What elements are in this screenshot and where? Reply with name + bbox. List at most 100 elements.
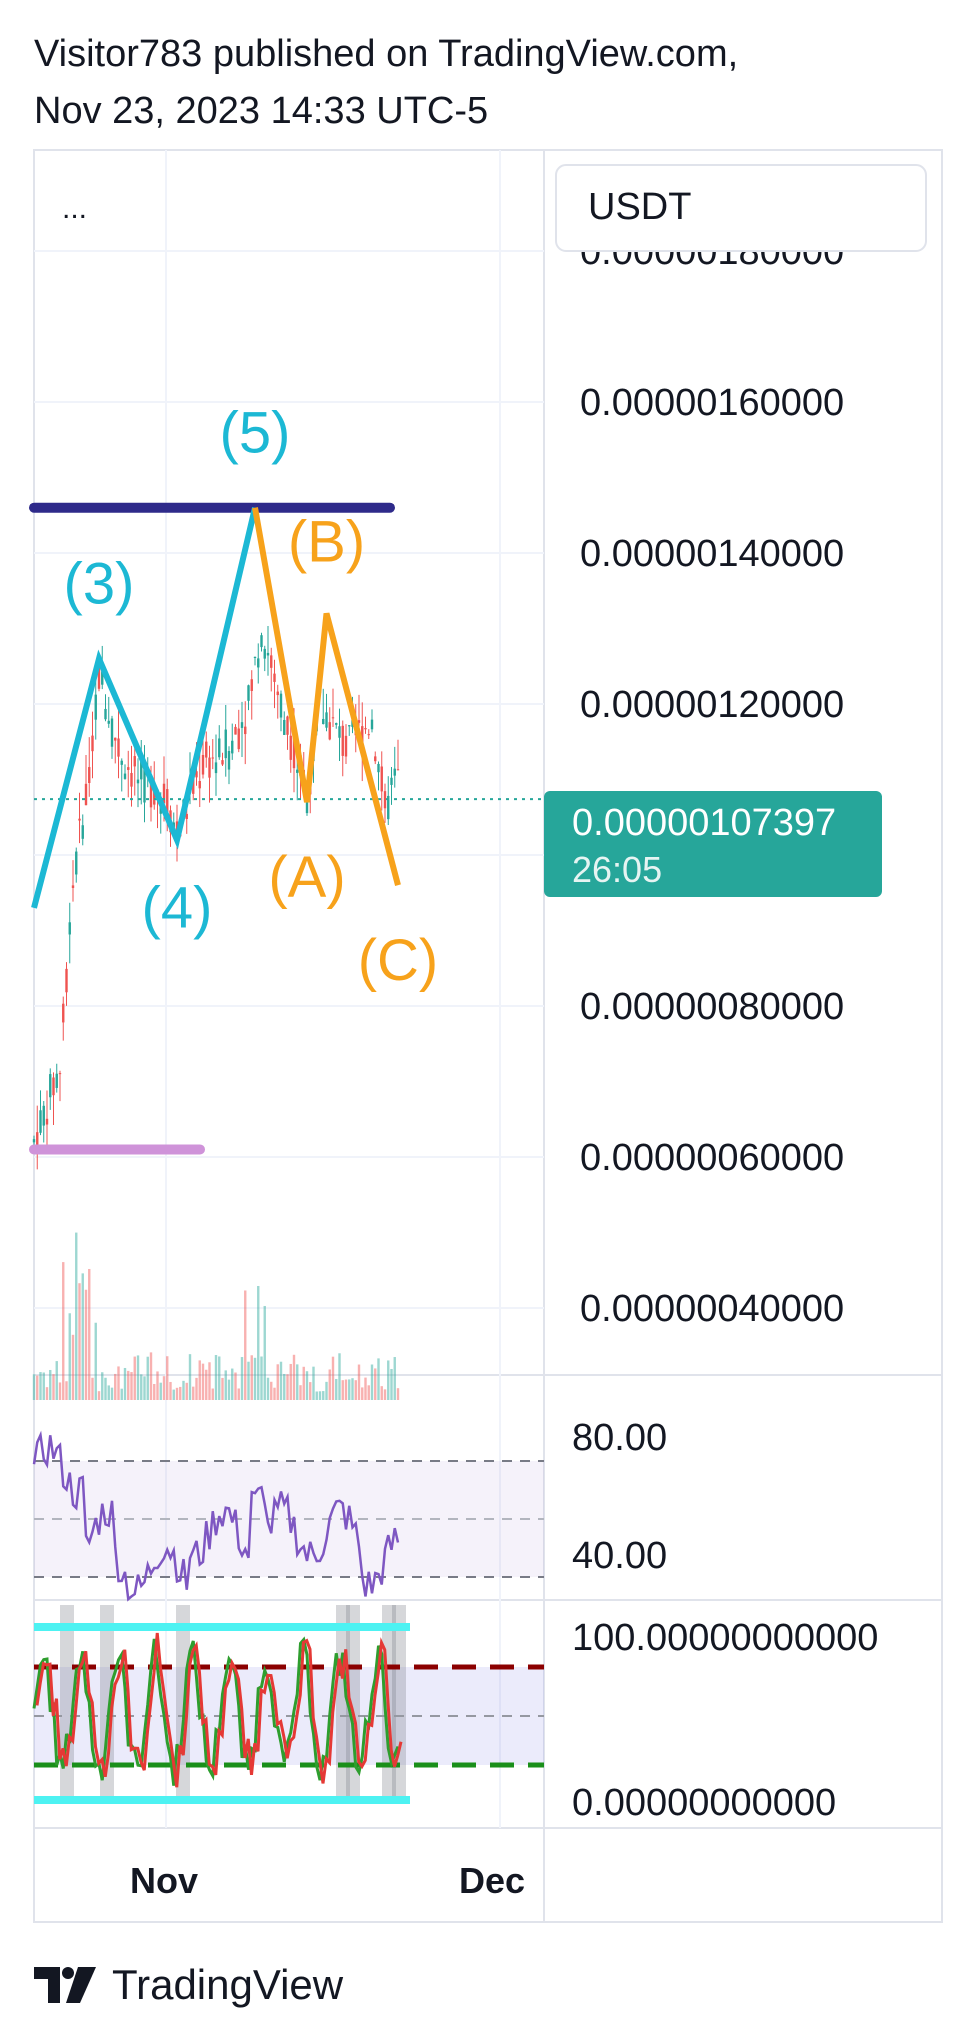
volume-bar [88,1268,91,1400]
wave-label-impulse: (4) [142,875,213,940]
volume-bar [354,1380,357,1400]
volume-bar [396,1388,400,1400]
volume-bar [120,1388,123,1400]
candle-body [32,1139,36,1143]
impulse-wave-line[interactable] [31,507,258,909]
corrective-wave-line[interactable] [252,507,401,886]
volume-bar [130,1372,133,1400]
candle-body [166,789,169,819]
osc-signal-column [392,1605,406,1801]
volume-bar [328,1369,331,1400]
volume-bar [296,1364,299,1400]
candle-body [237,728,240,750]
volume-bar [221,1377,224,1400]
volume-bar [182,1380,185,1400]
wave-label-impulse: (3) [64,552,135,617]
volume-bar [218,1356,221,1400]
candle-body [104,708,107,720]
volume-bar [136,1355,140,1400]
volume-bar [231,1368,234,1400]
candle-body [253,656,257,659]
candle-body [341,725,344,756]
volume-bar [81,1273,84,1400]
candle-body [192,776,195,794]
volume-bar [104,1377,107,1400]
candle-body [257,658,260,668]
candle-body [185,813,188,820]
volume-bar [55,1361,58,1400]
candle-body [283,719,286,735]
candle-body [97,658,101,689]
candle-body [149,777,153,808]
candle-body [244,726,247,735]
currency-box[interactable] [555,164,927,252]
candle-body [263,648,266,659]
candle-body [289,735,292,760]
candle-body [52,1077,55,1096]
volume-bar [107,1385,110,1400]
volume-bar [305,1371,309,1400]
volume-bar [270,1381,273,1400]
footer-brand: TradingView [112,1961,344,2008]
chart-menu-dots[interactable]: ... [62,192,87,225]
volume-bar [42,1372,45,1400]
candle-body [266,652,270,656]
volume-bar [71,1334,75,1400]
publish-header: Visitor783 published on TradingView.com,… [34,26,738,140]
candle-body [387,795,390,820]
volume-bar [302,1366,305,1400]
volume-bar [357,1364,361,1400]
volume-bar [260,1356,263,1400]
candle-body [367,734,370,736]
candle-body [114,737,117,741]
volume-bar [192,1386,195,1400]
volume-bar [52,1374,55,1400]
volume-bar [367,1385,370,1400]
volume-bar [172,1389,175,1400]
osc-label-100: 100.00000000000 [572,1617,878,1659]
candle-body [273,673,276,682]
candle-body [286,716,289,735]
volume-bar [380,1386,383,1400]
volume-bar [318,1391,322,1400]
candle-body [234,726,237,735]
footer: TradingView [34,1960,343,2010]
candle-body [221,760,224,765]
candle-body [62,1003,65,1023]
candle-body [68,922,71,935]
volume-bar [208,1362,211,1400]
candle-body [276,691,279,696]
candle-body [357,720,361,723]
candle-body [240,722,244,728]
candle-body [107,720,110,724]
candle-body [211,757,214,759]
candle-body [101,671,104,685]
candle-body [338,726,341,738]
candle-body [81,825,84,839]
price-tick-label: 0.00000040000 [580,1288,844,1330]
osc-d-line [35,1632,403,1788]
candle-body [396,769,400,771]
volume-bar [351,1378,354,1400]
time-label-dec: Dec [459,1860,525,1901]
volume-bar [146,1356,149,1400]
volume-bar [117,1366,120,1400]
volume-bar [276,1364,279,1400]
volume-bar [91,1377,94,1400]
oscillator-pane [32,1605,544,1804]
candle-body [201,754,205,775]
wave-label-corrective: (B) [288,509,365,574]
candle-body [49,1074,52,1098]
osc-signal-column [100,1605,114,1801]
rsi-label-80: 80.00 [572,1417,667,1459]
price-axis[interactable]: 0.000001800000.000001600000.000001400000… [580,231,844,1330]
volume-bar [341,1380,344,1400]
candle-body [75,851,78,875]
candle-body [58,1073,62,1075]
volume-bar [62,1262,65,1400]
price-tick-label: 0.00000120000 [580,684,844,726]
volume-bar [224,1370,227,1400]
candle-body [120,760,123,765]
candle-body [328,722,331,740]
